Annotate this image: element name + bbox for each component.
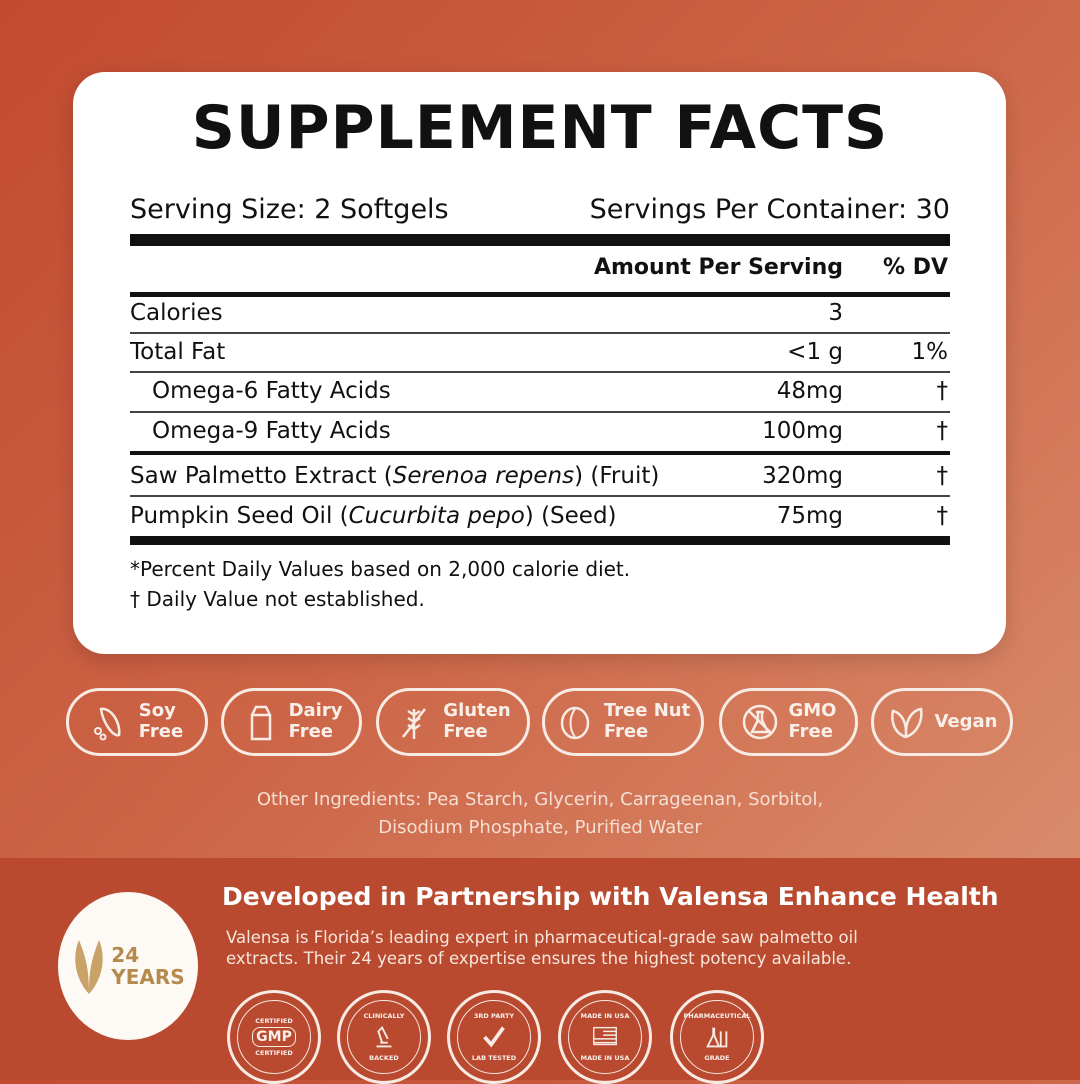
row-name: Total Fat <box>130 339 226 365</box>
row-dv: † <box>936 378 949 404</box>
row-name: Saw Palmetto Extract (Serenoa repens) (F… <box>130 463 660 489</box>
leaf-icon <box>890 707 923 739</box>
serving-size: Serving Size: 2 Softgels <box>130 194 449 225</box>
milk-carton-icon <box>250 705 271 741</box>
header-amount: Amount Per Serving <box>593 255 843 280</box>
cert-badge: PHARMACEUTICAL GRADE <box>670 990 764 1084</box>
row-dv: 1% <box>911 339 949 365</box>
soybean-icon <box>93 707 121 741</box>
cert-top: CLINICALLY <box>363 1012 405 1020</box>
badge-dairy: Dairy Free <box>221 688 362 756</box>
cert-top: 3RD PARTY <box>473 1012 515 1020</box>
row-amount: 320mg <box>762 463 843 489</box>
other-ingredients-line2: Disodium Phosphate, Purified Water <box>378 817 702 838</box>
row-divider <box>130 411 950 413</box>
partnership-line1: Valensa is Florida’s leading expert in p… <box>226 928 858 947</box>
badge-gmo: GMO Free <box>719 688 858 756</box>
badge-label: Soy <box>138 700 176 722</box>
badge-label: Free <box>288 721 333 742</box>
partnership-title: Developed in Partnership with Valensa En… <box>222 882 999 911</box>
badge-tree-nut: Tree Nut Free <box>542 688 704 756</box>
cert-badge: CLINICALLY BACKED <box>337 990 431 1084</box>
seal-word: YEARS <box>111 965 185 989</box>
partnership-description: Valensa is Florida’s leading expert in p… <box>226 927 858 969</box>
microscope-icon <box>376 1026 392 1048</box>
cert-mid: GMP <box>252 1027 296 1047</box>
footnote-dagger: † Daily Value not established. <box>130 587 425 611</box>
badge-label: GMO <box>788 700 837 722</box>
other-ingredients-line1: Other Ingredients: Pea Starch, Glycerin,… <box>256 789 824 810</box>
cert-bottom: CERTIFIED <box>255 1049 293 1057</box>
badge-label: Gluten <box>443 700 511 722</box>
cert-badge: MADE IN USA MADE IN USA <box>558 990 652 1084</box>
cert-bottom: MADE IN USA <box>580 1054 630 1062</box>
badge-label: Vegan <box>934 710 998 732</box>
flask-icon <box>742 704 777 740</box>
badge-vegan: Vegan <box>871 688 1013 756</box>
row-name: Omega-9 Fatty Acids <box>152 418 391 444</box>
row-divider <box>130 495 950 497</box>
row-amount: <1 g <box>787 339 843 365</box>
divider-thick <box>130 234 950 246</box>
divider <box>130 292 950 297</box>
cert-bottom: LAB TESTED <box>471 1054 517 1062</box>
seal-number: 24 <box>111 943 140 967</box>
badge-soy: Soy Free <box>66 688 208 756</box>
badge-label: Free <box>603 721 649 742</box>
cert-bottom: GRADE <box>704 1054 730 1062</box>
cert-top: CERTIFIED <box>255 1017 293 1025</box>
row-amount: 75mg <box>776 503 843 529</box>
years-seal: 24 YEARS <box>58 892 198 1040</box>
row-divider <box>130 332 950 334</box>
row-dv: † <box>936 463 949 489</box>
wheat-icon <box>402 708 427 739</box>
row-dv: † <box>936 503 949 529</box>
partnership-line2: extracts. Their 24 years of expertise en… <box>226 949 852 968</box>
checkmark-icon <box>483 1026 505 1048</box>
nut-icon <box>560 706 590 740</box>
badge-label: Free <box>138 721 184 742</box>
servings-per-container: Servings Per Container: 30 <box>589 194 950 225</box>
cert-badge: 3RD PARTY LAB TESTED <box>447 990 541 1084</box>
cert-top: MADE IN USA <box>580 1012 630 1020</box>
row-dv: † <box>936 418 949 444</box>
badge-label: Dairy <box>288 700 343 722</box>
divider-thick <box>130 536 950 545</box>
row-name: Pumpkin Seed Oil (Cucurbita pepo) (Seed) <box>130 503 617 529</box>
lab-flask-icon <box>706 1027 728 1048</box>
badge-label: Free <box>788 721 833 742</box>
row-divider <box>130 451 950 455</box>
badge-label: Tree Nut <box>603 700 691 722</box>
row-amount: 3 <box>828 300 843 326</box>
row-amount: 100mg <box>762 418 843 444</box>
badge-gluten: Gluten Free <box>376 688 530 756</box>
supplement-facts-panel <box>73 72 1006 654</box>
us-flag-icon <box>593 1026 617 1046</box>
row-amount: 48mg <box>776 378 843 404</box>
badge-label: Free <box>443 721 488 742</box>
facts-title: SUPPLEMENT FACTS <box>191 93 889 163</box>
cert-top: PHARMACEUTICAL <box>683 1012 751 1020</box>
header-dv: % DV <box>883 255 948 280</box>
cert-bottom: BACKED <box>369 1054 399 1062</box>
other-ingredients: Other Ingredients: Pea Starch, Glycerin,… <box>0 786 1080 842</box>
cert-badge: CERTIFIED GMP CERTIFIED <box>227 990 321 1084</box>
footnote-dv: *Percent Daily Values based on 2,000 cal… <box>130 557 631 581</box>
row-name: Calories <box>130 300 223 326</box>
row-name: Omega-6 Fatty Acids <box>152 378 391 404</box>
leaf-icon <box>75 940 103 994</box>
row-divider <box>130 371 950 373</box>
